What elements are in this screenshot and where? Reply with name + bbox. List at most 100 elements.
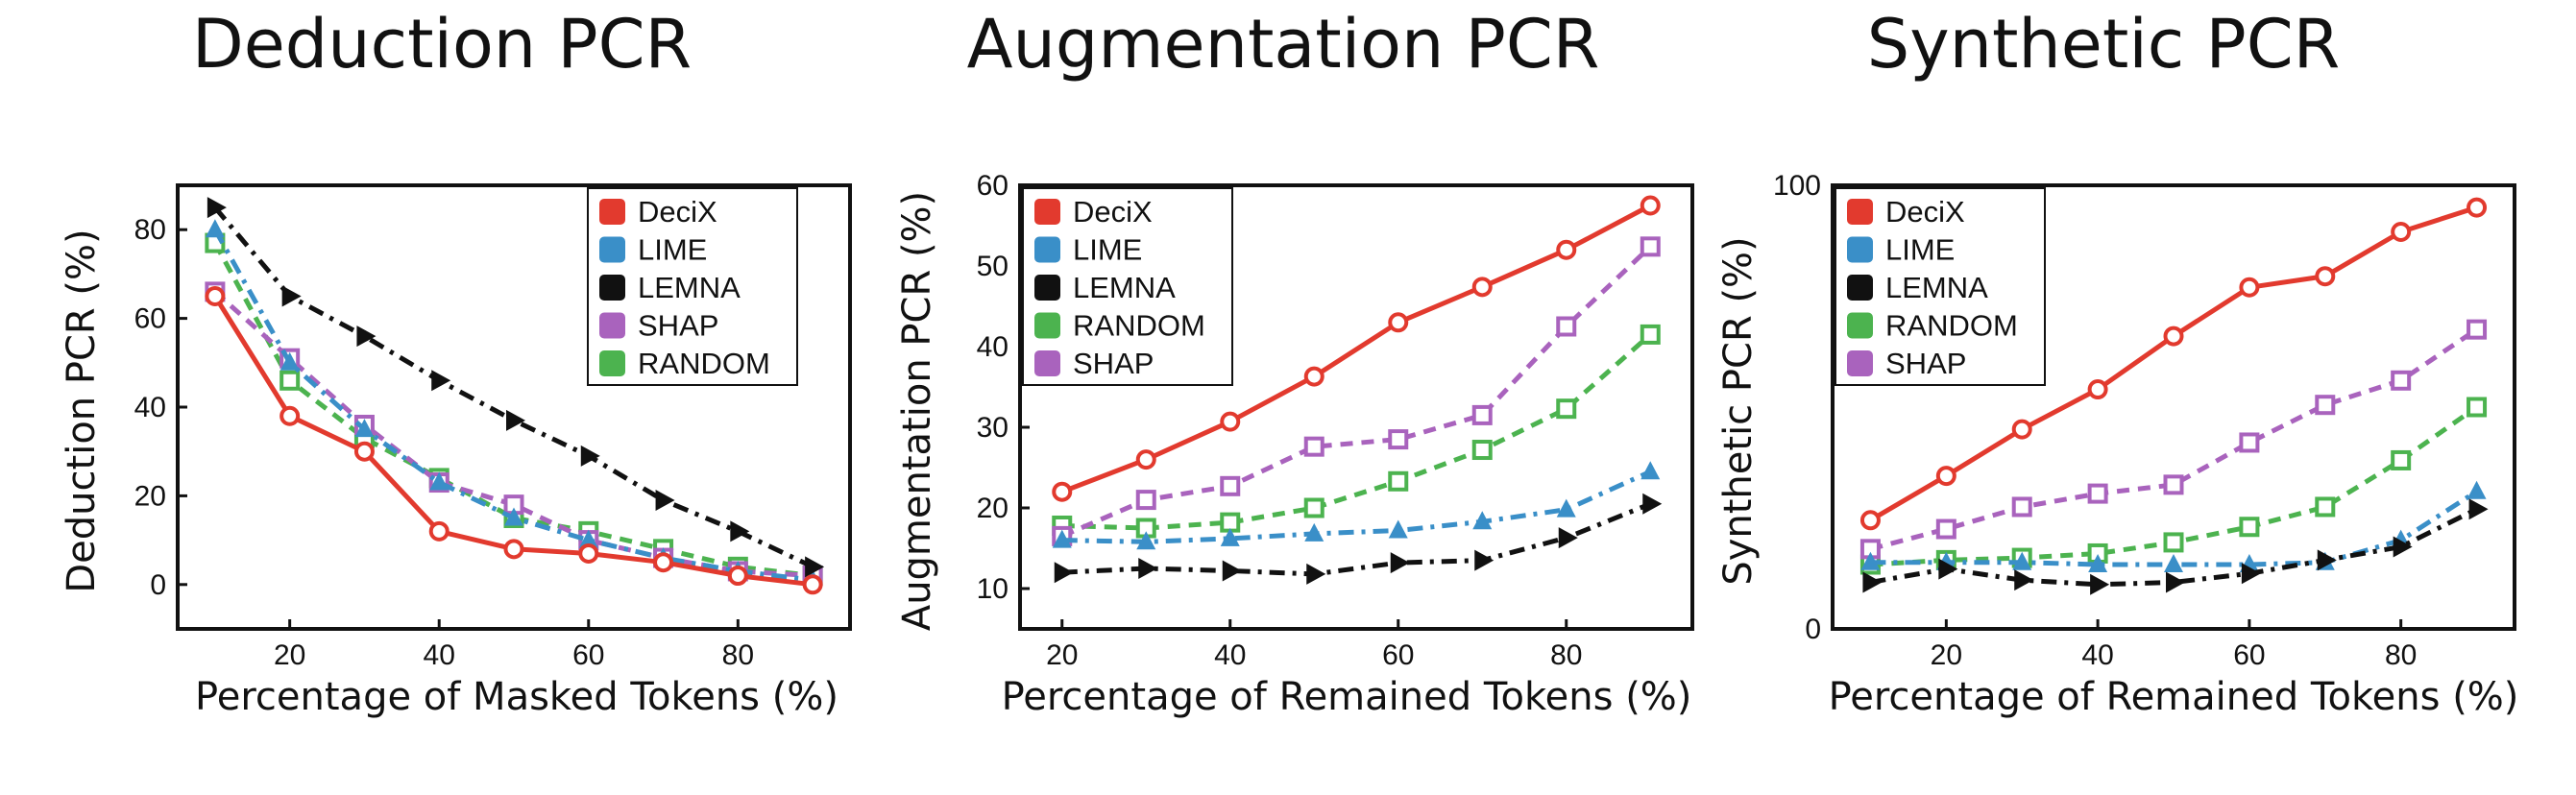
data-point-decix-circle-marker <box>1935 466 1956 487</box>
series-decix <box>1052 195 1661 502</box>
data-point-decix-circle-marker <box>2163 325 2184 347</box>
chart-panel-deduction: Deduction PCR Deduction PCR (%) Percenta… <box>60 5 852 719</box>
data-point-shap-square-marker <box>1556 316 1577 337</box>
y-tick-label: 80 <box>134 214 166 246</box>
data-point-random-square-marker <box>2163 532 2184 553</box>
data-point-lime-triangle-marker <box>429 471 450 491</box>
data-point-decix-circle-marker <box>1556 239 1577 260</box>
data-point-decix-circle-marker <box>353 441 375 462</box>
data-point-lime-triangle-marker <box>578 529 598 548</box>
legend-item-lime: LIME <box>1034 233 1142 267</box>
data-point-lemna-triangle-marker <box>431 370 451 392</box>
data-point-lemna-triangle-marker <box>2090 573 2110 595</box>
chart-panel-augmentation: Augmentation PCR Augmentation PCR (%) Pe… <box>895 5 1694 719</box>
series-line-shap <box>1060 244 1653 539</box>
legend-swatch <box>1847 312 1873 339</box>
data-point-decix-circle-marker <box>279 405 301 426</box>
legend-label: LIME <box>1073 233 1142 267</box>
data-point-decix-circle-marker <box>1052 481 1073 502</box>
legend-swatch <box>1034 312 1060 339</box>
legend-item-lemna: LEMNA <box>599 271 741 304</box>
data-point-lemna-triangle-marker <box>281 285 302 307</box>
data-point-lemna-triangle-marker <box>2468 498 2489 520</box>
data-point-lemna-triangle-marker <box>730 520 750 542</box>
legend-swatch <box>1034 350 1060 376</box>
legend-label: LEMNA <box>1885 271 1988 304</box>
series-lemna <box>1054 493 1663 585</box>
series-decix <box>1859 197 2488 531</box>
data-point-random-square-marker <box>1388 470 1409 492</box>
y-tick-label: 100 <box>1773 170 1821 202</box>
legend-swatch <box>1847 199 1873 225</box>
data-point-decix-circle-marker <box>727 566 748 587</box>
legend-swatch <box>1847 350 1873 376</box>
y-tick-label: 0 <box>150 569 166 601</box>
data-point-shap-square-marker <box>1303 436 1324 457</box>
chart-title: Deduction PCR <box>192 5 692 84</box>
data-point-decix-circle-marker <box>653 552 674 573</box>
data-point-random-square-marker <box>2239 517 2260 538</box>
data-point-lime-triangle-marker <box>205 219 225 238</box>
x-axis-label: Percentage of Remained Tokens (%) <box>1002 675 1692 719</box>
data-point-lime-triangle-marker <box>1860 551 1881 570</box>
data-point-decix-circle-marker <box>428 520 450 542</box>
data-point-lemna-triangle-marker <box>2393 536 2413 558</box>
data-point-decix-circle-marker <box>2087 379 2108 400</box>
series-shap <box>1859 319 2488 560</box>
data-point-lime-triangle-marker <box>2088 554 2108 573</box>
data-point-shap-square-marker <box>2163 474 2184 495</box>
data-point-lemna-triangle-marker <box>1474 549 1495 571</box>
data-point-decix-circle-marker <box>2467 197 2488 218</box>
legend-label: DeciX <box>1885 195 1965 229</box>
legend-label: DeciX <box>638 195 717 229</box>
data-point-shap-square-marker <box>2391 370 2412 391</box>
legend-item-decix: DeciX <box>599 195 717 229</box>
y-tick-label: 20 <box>134 480 166 512</box>
data-point-shap-square-marker <box>1935 518 1956 540</box>
y-tick-label: 50 <box>977 251 1009 282</box>
legend-item-random: RANDOM <box>599 347 770 380</box>
data-point-random-square-marker <box>2315 496 2336 518</box>
series-line-random <box>212 241 814 579</box>
data-point-lemna-triangle-marker <box>2241 563 2261 585</box>
x-tick-label: 60 <box>2233 639 2265 671</box>
data-point-shap-square-marker <box>1135 490 1156 511</box>
y-tick-label: 40 <box>977 331 1009 363</box>
legend-label: LIME <box>1885 233 1955 267</box>
y-tick-label: 60 <box>134 303 166 335</box>
legend-label: LIME <box>638 233 707 267</box>
data-point-lime-triangle-marker <box>354 419 375 438</box>
series-lime <box>1052 461 1661 550</box>
data-point-shap-square-marker <box>2315 395 2336 416</box>
legend: DeciX LIME LEMNA SHAP RANDOM <box>587 187 798 386</box>
x-tick-label: 40 <box>2081 639 2113 671</box>
legend-item-lime: LIME <box>599 233 707 267</box>
data-point-random-square-marker <box>2391 449 2412 470</box>
data-point-lemna-triangle-marker <box>1390 552 1410 574</box>
data-point-lime-triangle-marker <box>1388 519 1408 539</box>
y-tick-label: 20 <box>977 493 1009 524</box>
legend-swatch <box>599 350 625 376</box>
x-tick-label: 20 <box>274 639 305 671</box>
data-point-decix-circle-marker <box>2315 266 2336 287</box>
legend-swatch <box>1847 236 1873 263</box>
legend-label: LEMNA <box>1073 271 1176 304</box>
data-point-lemna-triangle-marker <box>2317 549 2337 571</box>
data-point-lime-triangle-marker <box>504 507 523 526</box>
legend-label: SHAP <box>638 309 718 343</box>
legend-swatch <box>599 275 625 301</box>
series-random <box>1052 324 1661 539</box>
x-tick-label: 80 <box>2385 639 2417 671</box>
data-point-lemna-triangle-marker <box>2166 571 2185 593</box>
data-point-lemna-triangle-marker <box>1642 493 1663 515</box>
data-point-lime-triangle-marker <box>279 351 300 371</box>
chart-title: Augmentation PCR <box>967 5 1600 84</box>
x-tick-label: 60 <box>572 639 604 671</box>
legend-label: RANDOM <box>1073 309 1205 343</box>
data-point-lemna-triangle-marker <box>2014 569 2034 591</box>
x-tick-label: 20 <box>1046 639 1078 671</box>
data-point-lime-triangle-marker <box>1640 461 1661 480</box>
series-line-decix <box>1060 203 1652 494</box>
data-point-lemna-triangle-marker <box>1938 558 1958 580</box>
legend: DeciX LIME LEMNA RANDOM SHAP <box>1022 187 1233 386</box>
